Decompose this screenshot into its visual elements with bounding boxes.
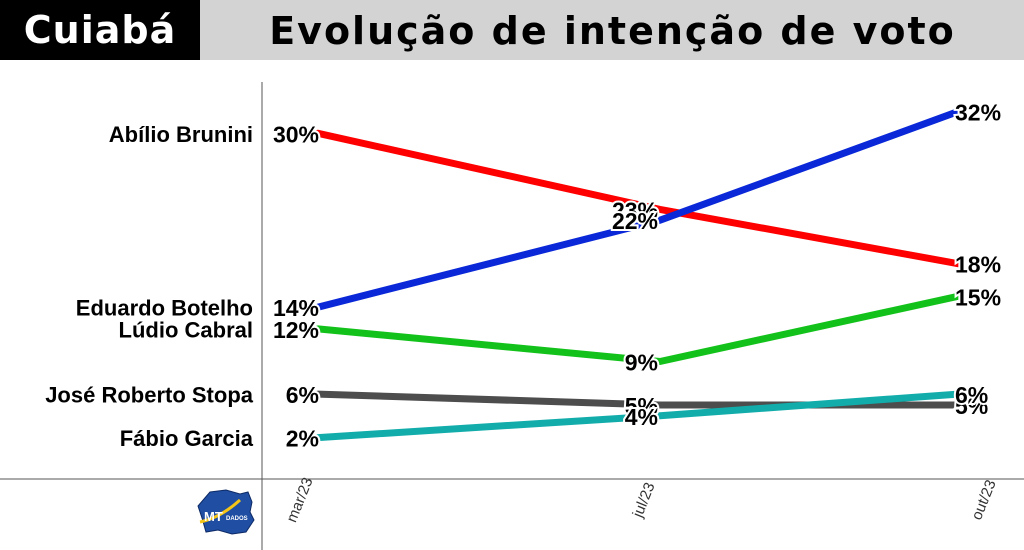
data-label: 15%	[955, 284, 1001, 310]
mt-dados-logo: MT DADOS	[197, 489, 255, 535]
data-label: 22%	[612, 208, 658, 234]
data-label: 30%	[273, 121, 319, 147]
data-label: 18%	[955, 252, 1001, 278]
data-label: 2%	[286, 426, 319, 452]
data-label: 9%	[625, 350, 658, 376]
city-title: Cuiabá	[0, 0, 200, 60]
series-line-4	[314, 390, 962, 442]
data-label: 6%	[286, 382, 319, 408]
header-bar: Cuiabá Evolução de intenção de voto	[0, 0, 1024, 60]
x-tick-label: out/23	[968, 477, 999, 522]
data-label: 6%	[955, 382, 988, 408]
x-tick-label: mar/23	[283, 475, 316, 525]
series-line-1	[314, 108, 962, 311]
series-name-label: Eduardo Botelho	[76, 296, 253, 321]
data-label: 5%	[625, 393, 658, 419]
series-name-label: José Roberto Stopa	[45, 383, 254, 408]
series-name-label: Fábio Garcia	[120, 426, 254, 451]
data-label: 32%	[955, 100, 1001, 126]
logo-text-mt: MT	[204, 509, 223, 524]
series-line-3	[314, 390, 962, 409]
data-label: 14%	[273, 295, 319, 321]
data-label: 12%	[273, 317, 319, 343]
series-name-label: Lúdio Cabral	[119, 317, 253, 342]
data-label: 5%	[955, 393, 988, 419]
x-tick-label: jul/23	[629, 480, 659, 521]
series-line-2	[314, 292, 962, 365]
series-line-0	[314, 129, 962, 268]
logo-text-dados: DADOS	[226, 516, 248, 522]
chart-title: Evolução de intenção de voto	[269, 9, 956, 53]
data-label: 23%	[612, 197, 658, 223]
series-name-label: Abílio Brunini	[109, 122, 253, 147]
logo-swoosh	[199, 498, 242, 524]
data-label: 4%	[625, 404, 658, 430]
